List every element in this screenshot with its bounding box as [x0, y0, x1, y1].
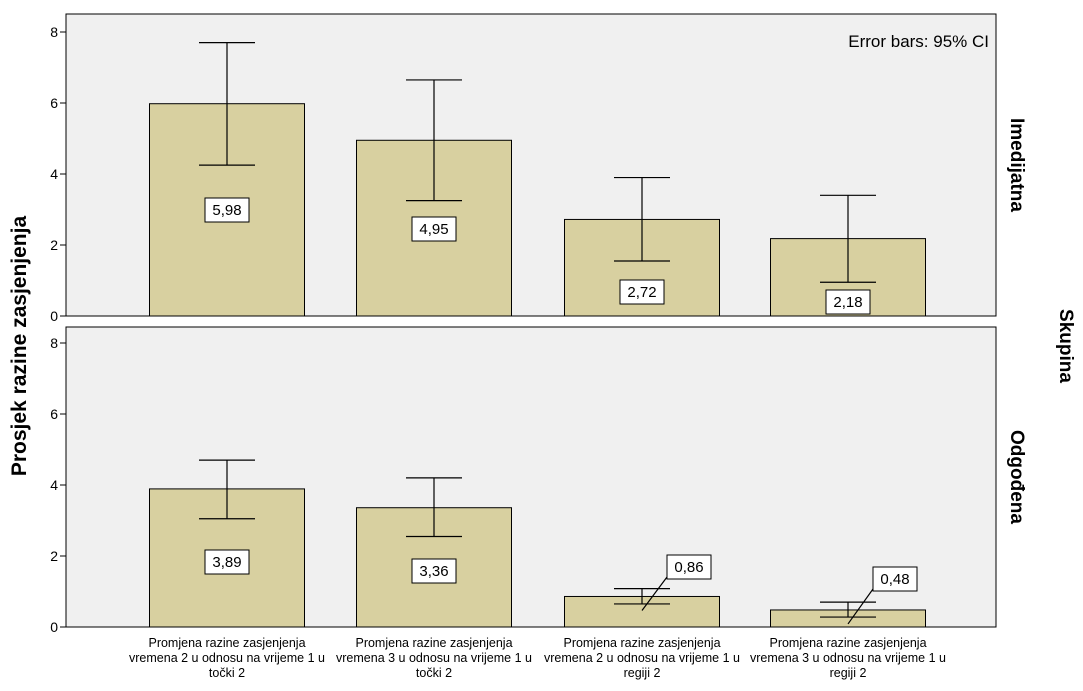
y-tick-label-p1-0: 0	[50, 308, 58, 324]
y-tick-label-p1-3: 6	[50, 95, 58, 111]
facet-title: Skupina	[1055, 309, 1076, 383]
label-leader-p2-4	[847, 588, 874, 625]
value-label-box-p2-4	[872, 566, 918, 592]
facet-label-top: Imedijatna	[1006, 118, 1027, 212]
y-tick-label-p2-0: 0	[50, 619, 58, 635]
value-label-p1-3: 2,72	[627, 284, 656, 301]
value-label-box-p2-2	[411, 558, 457, 584]
y-tick-label-p2-2: 4	[50, 477, 58, 493]
label-leader-p2-3	[641, 576, 668, 611]
y-axis-label: Prosjek razine zasjenjenja	[8, 215, 31, 477]
value-label-box-p1-1	[204, 197, 250, 223]
y-tick-label-p2-4: 8	[50, 335, 58, 351]
value-label-p2-2: 3,36	[419, 563, 448, 580]
value-label-box-p1-4	[825, 289, 871, 315]
y-tick-label-p2-3: 6	[50, 406, 58, 422]
y-tick-label-p1-2: 4	[50, 166, 58, 182]
y-tick-label-p1-4: 8	[50, 24, 58, 40]
error-bars-note: Error bars: 95% CI	[848, 32, 989, 51]
value-label-p2-1: 3,89	[212, 554, 241, 571]
value-label-box-p1-3	[619, 279, 665, 305]
value-label-p1-2: 4,95	[419, 221, 448, 238]
value-label-p1-4: 2,18	[833, 294, 862, 311]
value-label-p1-1: 5,98	[212, 202, 241, 219]
x-category-label-3: Promjena razine zasjenjenja vremena 2 u …	[544, 636, 740, 680]
value-label-box-p2-1	[204, 549, 250, 575]
x-category-label-4: Promjena razine zasjenjenja vremena 3 u …	[750, 636, 946, 680]
x-category-label-2: Promjena razine zasjenjenja vremena 3 u …	[336, 636, 532, 680]
value-label-p2-4: 0,48	[880, 571, 909, 588]
value-label-box-p1-2	[411, 216, 457, 242]
value-label-p2-3: 0,86	[674, 559, 703, 576]
facet-label-bottom: Odgođena	[1006, 430, 1027, 524]
y-tick-label-p1-1: 2	[50, 237, 58, 253]
value-label-box-p2-3	[666, 554, 712, 580]
y-tick-label-p2-1: 2	[50, 548, 58, 564]
x-category-label-1: Promjena razine zasjenjenja vremena 2 u …	[129, 636, 325, 680]
